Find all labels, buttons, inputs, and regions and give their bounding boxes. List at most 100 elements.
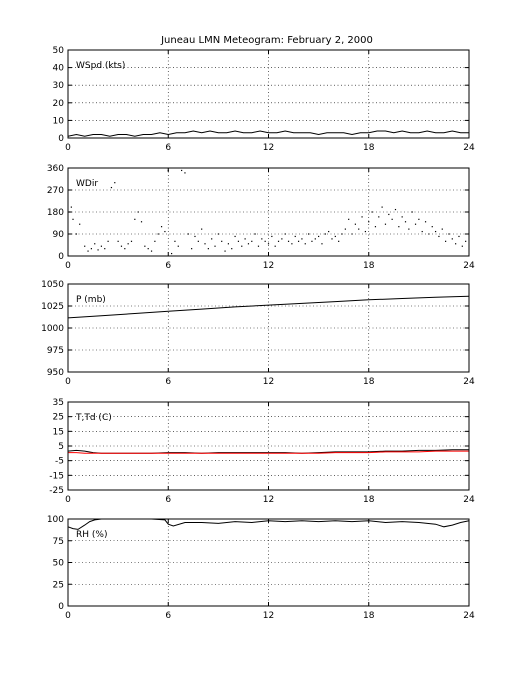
wspd-xtick-label: 24 xyxy=(463,143,475,153)
temp-dewpoint-ytick-label: 35 xyxy=(53,398,64,408)
wdir-point xyxy=(331,238,333,240)
wdir-point xyxy=(434,230,437,233)
wdir-point xyxy=(291,243,293,245)
pressure-panel: 0 6 12 18 24 950 975 1000 1025 1050 P (mb) xyxy=(41,280,475,387)
pressure-xtick-label: 0 xyxy=(65,377,71,387)
wspd-panel: 0 6 12 18 24 0 10 20 30 40 50 WSpd (kts) xyxy=(53,46,475,153)
wdir-point xyxy=(271,235,273,238)
wdir-point xyxy=(354,223,356,225)
wdir-point xyxy=(388,213,390,216)
wdir-point xyxy=(421,230,423,233)
wdir-point xyxy=(297,240,300,242)
pressure-ytick-label: 1050 xyxy=(41,280,64,290)
wdir-point xyxy=(334,235,336,238)
wdir-xtick-label: 12 xyxy=(263,261,274,271)
wdir-point xyxy=(458,235,460,238)
wdir-point xyxy=(241,245,243,247)
rh-series-line-0 xyxy=(67,518,470,530)
wdir-point xyxy=(114,182,116,184)
wdir-point xyxy=(328,230,330,233)
wdir-ytick-label: 90 xyxy=(53,230,65,240)
wdir-point xyxy=(84,245,86,247)
wdir-point xyxy=(294,235,296,238)
wdir-point xyxy=(107,240,109,242)
temp-dewpoint-ytick-label: 25 xyxy=(53,413,64,423)
wdir-point xyxy=(90,248,92,250)
wdir-xtick-label: 6 xyxy=(165,261,171,271)
wspd-ytick-label: 40 xyxy=(53,64,65,74)
temp-dewpoint-xtick-label: 0 xyxy=(65,495,71,505)
wdir-point xyxy=(401,216,403,218)
temp-dewpoint-xtick-label: 24 xyxy=(463,495,475,505)
wdir-ytick-label: 180 xyxy=(47,208,64,218)
wdir-point xyxy=(174,240,176,242)
wdir-label: WDir xyxy=(76,179,98,189)
wdir-point xyxy=(201,228,203,230)
wdir-point xyxy=(394,208,397,211)
wdir-point xyxy=(184,172,186,174)
wdir-point xyxy=(207,248,209,250)
wdir-point xyxy=(194,235,196,238)
wdir-point xyxy=(281,238,283,240)
wdir-point xyxy=(445,240,447,242)
pressure-xtick-label: 12 xyxy=(263,377,274,387)
wspd-ytick-label: 30 xyxy=(53,81,65,91)
wdir-point xyxy=(364,230,367,233)
wdir-point xyxy=(465,240,467,242)
wdir-point xyxy=(204,243,206,245)
wdir-point xyxy=(404,221,407,223)
wspd-ytick-label: 50 xyxy=(53,46,65,56)
wspd-series-line-0 xyxy=(67,130,469,137)
wdir-point xyxy=(287,240,290,242)
wdir-point xyxy=(144,245,146,247)
temp-dewpoint-ytick-label: -5 xyxy=(55,457,64,467)
wdir-point xyxy=(461,245,463,247)
wdir-xtick-label: 0 xyxy=(65,261,71,271)
wdir-ytick-label: 0 xyxy=(58,252,64,262)
wdir-point xyxy=(338,240,340,242)
rh-xtick-label: 12 xyxy=(263,611,274,621)
wdir-point xyxy=(358,228,360,230)
pressure-xtick-label: 18 xyxy=(363,377,375,387)
wdir-point xyxy=(251,240,253,242)
rh-ytick-label: 25 xyxy=(53,580,64,590)
wdir-point xyxy=(321,243,323,245)
wdir-point xyxy=(110,186,113,189)
rh-panel: 0 6 12 18 24 0 25 50 75 100 RH (%) xyxy=(47,515,475,621)
wdir-point xyxy=(97,249,99,251)
wdir-point xyxy=(87,250,89,252)
wdir-point xyxy=(160,226,163,228)
pressure-xtick-label: 6 xyxy=(165,377,171,387)
wdir-point xyxy=(418,218,420,220)
wdir-point xyxy=(94,243,96,245)
wdir-point xyxy=(381,206,383,208)
temp-dewpoint-panel: 0 6 12 18 24 -25 -15 -5 5 15 25 35 T,Td (C) xyxy=(49,398,475,505)
wdir-point xyxy=(438,235,440,238)
wdir-point xyxy=(398,226,400,228)
wdir-point xyxy=(304,243,306,245)
wdir-point xyxy=(348,218,350,220)
wdir-point xyxy=(411,211,413,213)
pressure-ytick-label: 1025 xyxy=(41,302,64,312)
rh-xtick-label: 18 xyxy=(363,611,375,621)
figure-title: Juneau LMN Meteogram: February 2, 2000 xyxy=(160,35,373,46)
wdir-point xyxy=(414,223,417,225)
wspd-xtick-label: 12 xyxy=(263,143,274,153)
wdir-point xyxy=(274,245,276,247)
wdir-point xyxy=(140,221,143,223)
wdir-point xyxy=(431,226,433,228)
wdir-point xyxy=(301,238,303,240)
wspd-xtick-label: 0 xyxy=(65,143,71,153)
rh-xtick-label: 6 xyxy=(165,611,171,621)
wdir-point xyxy=(227,243,229,245)
wdir-point xyxy=(117,240,119,242)
wdir-point xyxy=(384,223,387,225)
wdir-point xyxy=(277,240,280,242)
wdir-ytick-label: 360 xyxy=(47,164,64,174)
wdir-point xyxy=(154,240,156,242)
wdir-point xyxy=(341,233,343,235)
wdir-point xyxy=(170,252,173,255)
wdir-point xyxy=(211,238,213,240)
rh-xtick-label: 0 xyxy=(65,611,71,621)
